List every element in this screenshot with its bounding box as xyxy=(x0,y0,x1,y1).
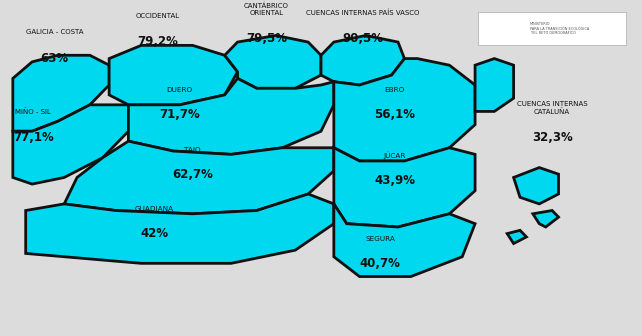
Text: 62,7%: 62,7% xyxy=(172,168,213,180)
Polygon shape xyxy=(475,58,514,112)
Text: 77,1%: 77,1% xyxy=(13,131,54,144)
Text: MINISTERIO
PARA LA TRANSICIÓN ECOLÓGICA
Y EL RETO DEMOGRÁFICO: MINISTERIO PARA LA TRANSICIÓN ECOLÓGICA … xyxy=(530,22,589,36)
Polygon shape xyxy=(128,78,334,154)
Text: 42%: 42% xyxy=(140,227,168,240)
Text: TAJO: TAJO xyxy=(184,147,201,153)
Polygon shape xyxy=(13,55,109,131)
Text: GALICIA - COSTA: GALICIA - COSTA xyxy=(26,30,83,36)
Text: 40,7%: 40,7% xyxy=(360,257,401,270)
Text: CANTÁBRICO
ORIENTAL: CANTÁBRICO ORIENTAL xyxy=(244,2,289,16)
Polygon shape xyxy=(321,36,404,85)
Text: MIÑO - SIL: MIÑO - SIL xyxy=(15,108,51,115)
Polygon shape xyxy=(26,194,334,263)
Text: CUENCAS INTERNAS
CATALUÑA: CUENCAS INTERNAS CATALUÑA xyxy=(517,101,587,115)
Polygon shape xyxy=(109,45,238,105)
Polygon shape xyxy=(533,210,559,227)
Text: JÚCAR: JÚCAR xyxy=(384,152,406,159)
Text: 32,3%: 32,3% xyxy=(532,131,573,144)
Text: DUERO: DUERO xyxy=(167,87,193,93)
FancyBboxPatch shape xyxy=(478,12,626,45)
Polygon shape xyxy=(225,36,321,88)
Text: 79,2%: 79,2% xyxy=(137,36,178,48)
Text: GUADIANA: GUADIANA xyxy=(135,206,173,212)
Polygon shape xyxy=(514,168,559,204)
Text: SEGURA: SEGURA xyxy=(365,236,395,242)
Polygon shape xyxy=(334,58,475,161)
Polygon shape xyxy=(334,204,475,277)
Text: OCCIDENTAL: OCCIDENTAL xyxy=(135,13,179,19)
Polygon shape xyxy=(334,148,475,227)
Text: CUENCAS INTERNAS PAÍS VASCO: CUENCAS INTERNAS PAÍS VASCO xyxy=(306,9,419,16)
Text: 63%: 63% xyxy=(40,52,69,65)
Text: 90,5%: 90,5% xyxy=(342,32,383,45)
Text: 71,7%: 71,7% xyxy=(159,108,200,121)
Text: EBRO: EBRO xyxy=(385,87,405,93)
Text: 79,5%: 79,5% xyxy=(246,32,287,45)
Text: 43,9%: 43,9% xyxy=(374,174,415,187)
Polygon shape xyxy=(507,230,526,244)
Polygon shape xyxy=(64,141,334,214)
Polygon shape xyxy=(13,105,128,184)
Text: 56,1%: 56,1% xyxy=(374,108,415,121)
